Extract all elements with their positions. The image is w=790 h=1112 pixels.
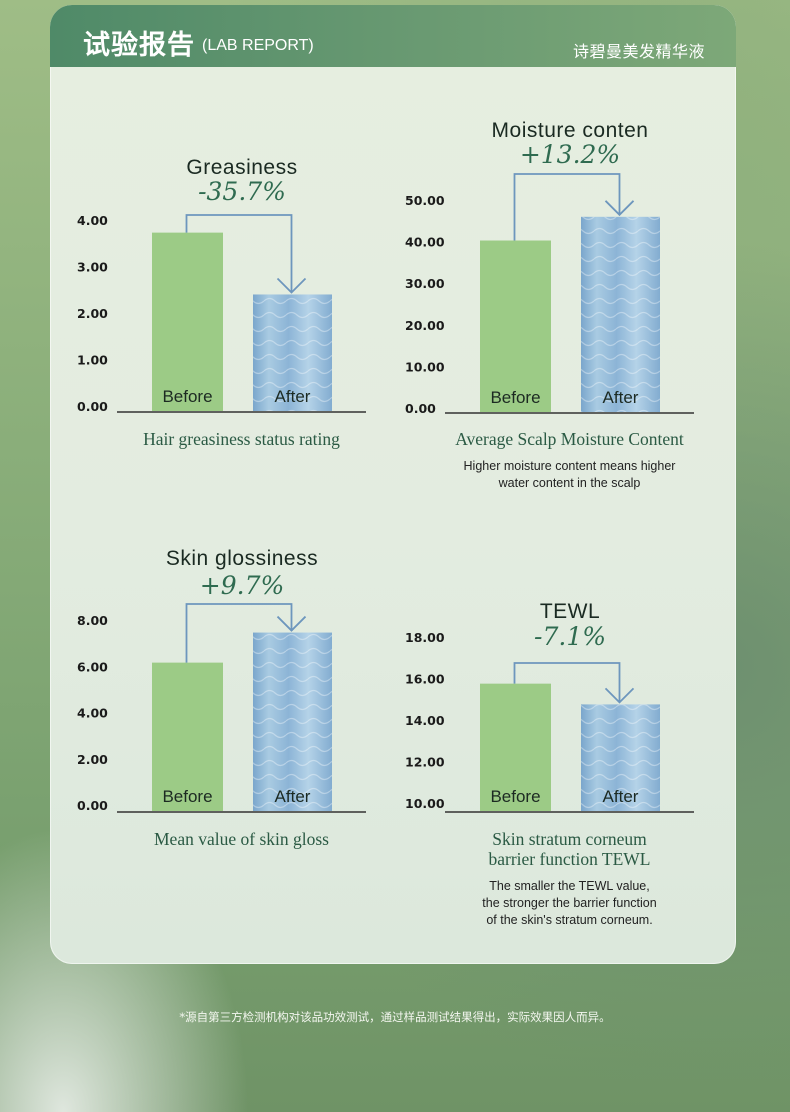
chart-2: 50.00 40.00 30.00 20.00 10.00 0.00 Before After… bbox=[405, 119, 694, 490]
chart-caption: Mean value of skin gloss bbox=[154, 829, 329, 849]
chart-caption: Hair greasiness status rating bbox=[143, 429, 340, 449]
y-tick-label: 30.00 bbox=[405, 276, 445, 291]
bar-label-before: Before bbox=[490, 787, 540, 806]
chart-note: Higher moisture content means higher bbox=[464, 459, 676, 473]
y-tick-label: 20.00 bbox=[405, 318, 445, 333]
chart-caption: Skin stratum corneum bbox=[492, 829, 647, 849]
y-tick-label: 0.00 bbox=[405, 401, 436, 416]
chart-note: the stronger the barrier function bbox=[482, 896, 656, 910]
y-tick-label: 10.00 bbox=[405, 796, 445, 811]
bar-after-texture bbox=[253, 632, 332, 811]
disclaimer-text: *源自第三方检测机构对该品功效测试，通过样品测试结果得出，实际效果因人而异。 bbox=[179, 1010, 611, 1024]
report-title-en: (LAB REPORT) bbox=[202, 37, 314, 54]
chart-title: Greasiness bbox=[186, 156, 297, 179]
report-title: 试验报告 bbox=[83, 30, 195, 60]
y-tick-label: 0.00 bbox=[77, 399, 108, 414]
y-tick-label: 3.00 bbox=[77, 260, 108, 275]
y-tick-label: 40.00 bbox=[405, 235, 445, 250]
bar-before bbox=[152, 662, 223, 811]
y-tick-label: 1.00 bbox=[77, 353, 108, 368]
chart-3: 8.00 6.00 4.00 2.00 0.00 Before After Skin glos… bbox=[77, 547, 366, 849]
bar-after-texture bbox=[253, 294, 332, 411]
chart-caption: Average Scalp Moisture Content bbox=[455, 429, 684, 449]
y-tick-label: 2.00 bbox=[77, 306, 108, 321]
bar-before bbox=[480, 240, 551, 412]
y-tick-label: 8.00 bbox=[77, 613, 108, 628]
brand-name: 诗碧曼美发精华液 bbox=[572, 44, 705, 61]
chart-4: 18.00 16.00 14.00 12.00 10.00 Before After TEWL… bbox=[405, 600, 694, 927]
bar-label-after: After bbox=[275, 787, 311, 806]
bar-label-before: Before bbox=[162, 387, 212, 406]
report-header: 试验报告 (LAB REPORT) 诗碧曼美发精华液 bbox=[50, 5, 736, 67]
chart-note: water content in the scalp bbox=[498, 476, 641, 490]
y-tick-label: 12.00 bbox=[405, 755, 445, 770]
y-tick-label: 18.00 bbox=[405, 630, 445, 645]
change-arrow-head bbox=[604, 687, 635, 704]
change-percent: +9.7% bbox=[200, 571, 284, 600]
change-arrow-head bbox=[276, 615, 307, 632]
y-tick-label: 10.00 bbox=[405, 359, 445, 374]
y-tick-label: 14.00 bbox=[405, 713, 445, 728]
y-tick-label: 0.00 bbox=[77, 798, 108, 813]
bar-label-after: After bbox=[275, 387, 311, 406]
y-tick-label: 4.00 bbox=[77, 706, 108, 721]
y-tick-label: 6.00 bbox=[77, 659, 108, 674]
bar-before bbox=[152, 232, 223, 411]
bar-label-after: After bbox=[603, 388, 639, 407]
change-arrow-head bbox=[604, 200, 635, 217]
bar-after-texture bbox=[581, 704, 660, 811]
change-arrow-line bbox=[513, 662, 621, 703]
bar-before bbox=[480, 683, 551, 811]
y-tick-label: 16.00 bbox=[405, 672, 445, 687]
change-arrow-line bbox=[185, 603, 293, 663]
bar-label-after: After bbox=[603, 787, 639, 806]
change-arrow-line bbox=[185, 214, 293, 293]
y-tick-label: 4.00 bbox=[77, 213, 108, 228]
chart-caption: barrier function TEWL bbox=[489, 849, 651, 869]
chart-note: The smaller the TEWL value, bbox=[489, 879, 649, 893]
change-arrow-line bbox=[513, 173, 621, 241]
change-arrow-head bbox=[276, 277, 307, 294]
bar-label-before: Before bbox=[490, 388, 540, 407]
chart-note: of the skin's stratum corneum. bbox=[486, 913, 652, 927]
chart-title: TEWL bbox=[540, 600, 600, 623]
change-percent: -7.1% bbox=[534, 622, 606, 651]
bar-after-texture bbox=[581, 216, 660, 412]
chart-title: Moisture conten bbox=[492, 119, 649, 142]
y-tick-label: 50.00 bbox=[405, 193, 445, 208]
chart-title: Skin glossiness bbox=[166, 547, 318, 570]
change-percent: -35.7% bbox=[198, 177, 286, 206]
y-tick-label: 2.00 bbox=[77, 752, 108, 767]
change-percent: +13.2% bbox=[520, 140, 620, 169]
bar-label-before: Before bbox=[162, 787, 212, 806]
chart-1: 4.00 3.00 2.00 1.00 0.00 Before After Greasines… bbox=[77, 156, 366, 449]
